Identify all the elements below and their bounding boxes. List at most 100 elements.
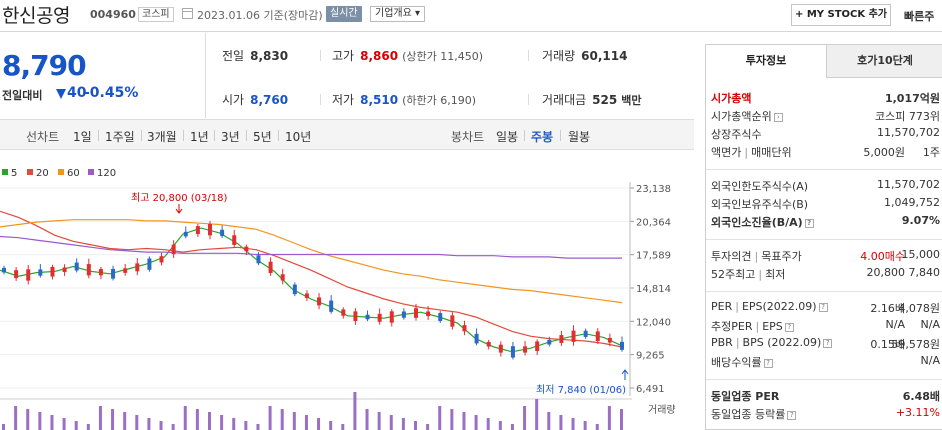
high-annotation: 최고 20,800 (03/18)	[131, 192, 227, 204]
line-chart-label: 선차트	[26, 130, 60, 144]
help-icon[interactable]: ?	[763, 359, 773, 368]
volume-bar	[571, 418, 575, 430]
candle-body	[111, 268, 116, 279]
row-industry-per: 동일업종 PER 6.48배	[711, 390, 940, 403]
candle-body	[135, 263, 140, 272]
volume-bar	[559, 415, 563, 430]
candle-body	[365, 314, 370, 320]
current-price: 8,790	[2, 49, 87, 82]
candle-body	[98, 269, 103, 276]
volume-bar	[317, 418, 321, 430]
tab-10y[interactable]: 10년	[285, 130, 312, 144]
help-icon[interactable]: ?	[784, 323, 794, 332]
candle-body	[620, 341, 624, 350]
help-icon[interactable]: ?	[823, 339, 833, 348]
tab-3y[interactable]: 3년	[221, 130, 240, 144]
tab-1d[interactable]: 1일	[73, 130, 92, 144]
volume-bar	[14, 406, 18, 430]
y-tick-label: 9,265	[636, 351, 665, 362]
stat-prev-close: 전일 8,830	[222, 49, 289, 63]
candle-body	[292, 284, 297, 295]
candle-body	[171, 244, 176, 255]
tab-1y[interactable]: 1년	[190, 130, 209, 144]
candle-body	[147, 258, 152, 270]
candle-body	[547, 339, 552, 345]
row-listed-shares: 상장주식수 11,570,702	[711, 126, 940, 141]
tab-order-book[interactable]: 호가10단계	[826, 45, 942, 78]
stock-chart: 23,138 20,364 17,589 14,814 12,040 9,265 6,491…	[0, 182, 676, 430]
candle-body	[183, 231, 188, 237]
candle-body	[232, 235, 237, 245]
volume-bar	[183, 406, 187, 430]
low-annotation: 최저 7,840 (01/06)	[536, 384, 626, 396]
candle-body	[438, 313, 443, 321]
stat-volume: 거래량 60,114	[542, 49, 628, 63]
volume-bar	[329, 421, 333, 430]
tab-monthly[interactable]: 월봉	[568, 130, 591, 144]
help-icon[interactable]: ?	[787, 411, 797, 420]
ma-line-120	[0, 235, 622, 259]
candle-body	[256, 255, 261, 264]
row-cap-rank: 시가총액순위 › 코스피 773위	[711, 110, 940, 123]
candle-body	[304, 293, 309, 299]
volume-bar	[50, 415, 54, 430]
tab-investment-info[interactable]: 투자정보	[706, 45, 826, 78]
candle-body	[426, 311, 431, 317]
candle-body	[595, 331, 600, 342]
help-icon[interactable]: ?	[804, 219, 814, 228]
candle-body	[329, 300, 334, 312]
volume-bar	[123, 412, 127, 430]
volume-bar	[523, 406, 527, 430]
change-value: 40	[67, 85, 87, 101]
volume-bar	[510, 424, 514, 430]
add-mystock-button[interactable]: + MY STOCK 추가	[791, 4, 891, 26]
realtime-button[interactable]: 실시간	[326, 6, 362, 22]
candle-body	[38, 269, 43, 276]
volume-bar	[365, 409, 369, 430]
volume-bar	[111, 409, 115, 430]
volume-bar	[547, 412, 551, 430]
volume-bar	[220, 415, 224, 430]
candle-body	[474, 333, 479, 344]
quick-order-link[interactable]: 빠른주	[904, 10, 935, 23]
tab-3m[interactable]: 3개월	[147, 130, 177, 144]
volume-bar	[280, 409, 284, 430]
current-price-panel: 8,790 전일대비 40 -0.45%	[0, 33, 206, 118]
volume-bar	[195, 409, 199, 430]
volume-bar	[304, 415, 308, 430]
tab-daily[interactable]: 일봉	[496, 130, 519, 144]
volume-bar	[595, 424, 599, 430]
volume-bar	[147, 418, 151, 430]
tab-weekly[interactable]: 주봉	[531, 130, 554, 144]
volume-bar	[486, 418, 490, 430]
tab-1w[interactable]: 1주일	[105, 130, 135, 144]
candle-body	[571, 330, 576, 342]
info-icon[interactable]: ›	[773, 113, 783, 122]
ma-line-60	[0, 219, 623, 304]
volume-bar	[86, 424, 90, 430]
volume-bar	[232, 418, 236, 430]
tab-5y[interactable]: 5년	[253, 130, 272, 144]
down-arrow-icon	[56, 89, 66, 99]
candle-body	[317, 297, 322, 306]
legend-ma20: 20	[27, 168, 49, 179]
candle-chart-label: 봉차트	[451, 130, 485, 144]
volume-bar	[2, 424, 5, 430]
candle-body	[123, 268, 128, 273]
candle-body	[341, 309, 346, 316]
stat-trade-amount: 거래대금 525 백만	[542, 93, 642, 107]
ma-line-5	[0, 227, 623, 353]
company-overview-dropdown[interactable]: 기업개요 ▾	[370, 6, 425, 22]
candle-body	[523, 346, 528, 353]
candle-body	[86, 264, 91, 276]
legend-ma60: 60	[58, 168, 80, 179]
help-icon[interactable]: ?	[818, 303, 828, 312]
candle-body	[607, 337, 612, 343]
volume-bar	[389, 415, 393, 430]
row-pbr: PBR | BPS (2022.09)? 0.15배 59,578원	[711, 336, 940, 351]
candle-body	[583, 330, 588, 337]
change-label: 전일대비	[2, 89, 43, 102]
volume-bar	[401, 418, 405, 430]
candle-body	[50, 266, 55, 277]
chart-tab-bar: 선차트 1일 1주일 3개월 1년 3년 5년 10년 봉차트 일봉 주봉 월봉	[0, 119, 694, 150]
